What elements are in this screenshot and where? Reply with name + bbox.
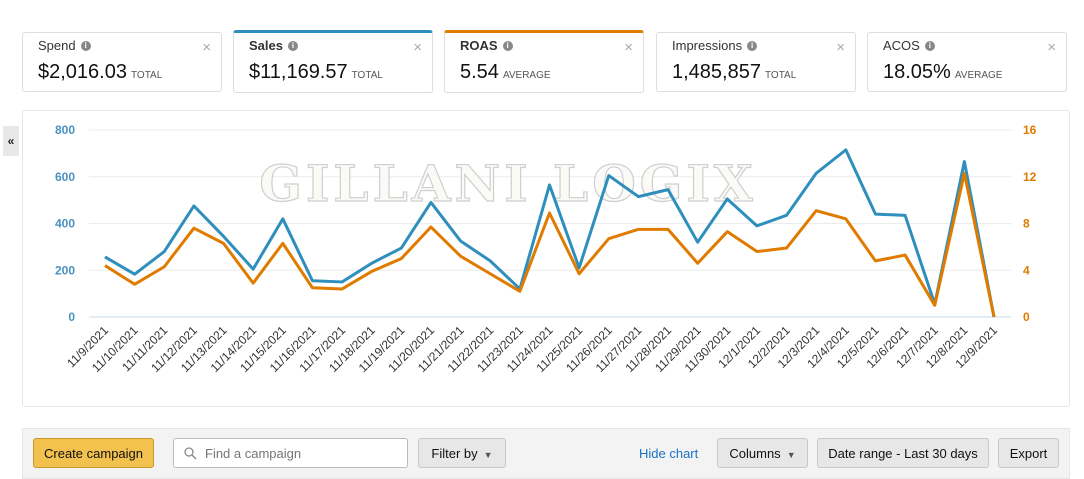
metric-value-row: $2,016.03 TOTAL — [38, 61, 221, 84]
series-line-roas — [104, 171, 996, 318]
info-icon[interactable]: i — [502, 40, 513, 51]
metric-value: 1,485,857 — [672, 61, 761, 83]
watermark: GILLANI LOGIX — [259, 154, 756, 213]
search-field[interactable] — [173, 438, 408, 468]
metric-unit: TOTAL — [351, 70, 383, 81]
info-icon[interactable]: i — [924, 40, 935, 51]
columns-button[interactable]: Columns ▼ — [717, 438, 808, 468]
performance-chart: 0 0 200 4 400 8 600 12 800 16 11/9/2021 11/10/2021 1… — [22, 110, 1070, 407]
chevron-down-icon: ▼ — [483, 450, 493, 460]
metric-label: Sales — [249, 38, 283, 53]
close-icon[interactable]: × — [1047, 39, 1056, 56]
metric-label: Impressions — [672, 38, 743, 53]
series-line-sales — [104, 148, 996, 318]
y-right-tick-label: 12 — [1023, 170, 1037, 184]
filter-by-button[interactable]: Filter by ▼ — [418, 438, 506, 468]
search-input[interactable] — [203, 444, 397, 462]
columns-label: Columns — [729, 446, 781, 461]
metric-value: $2,016.03 — [38, 61, 127, 83]
y-left-tick-label: 0 — [68, 310, 75, 324]
close-icon[interactable]: × — [413, 39, 422, 56]
search-icon — [184, 446, 197, 459]
metric-unit: TOTAL — [130, 70, 163, 81]
create-campaign-button[interactable]: Create campaign — [33, 438, 154, 468]
metric-label-row: ACOS i — [883, 38, 1066, 53]
metric-card-roas[interactable]: ROAS i × 5.54 AVERAGE — [444, 30, 644, 93]
collapse-sidebar-icon[interactable]: « — [3, 126, 19, 156]
metric-value-row: 18.05% AVERAGE — [883, 61, 1066, 84]
metric-value-row: $11,169.57 TOTAL — [249, 61, 432, 84]
y-left-tick-label: 200 — [55, 263, 75, 277]
metric-card-sales[interactable]: Sales i × $11,169.57 TOTAL — [233, 30, 433, 93]
metric-card-spend[interactable]: Spend i × $2,016.03 TOTAL — [22, 32, 222, 92]
y-left-tick-label: 400 — [55, 217, 75, 231]
y-right-tick-label: 4 — [1023, 263, 1030, 277]
metric-unit: AVERAGE — [954, 70, 1003, 81]
close-icon[interactable]: × — [624, 39, 633, 56]
y-right-tick-label: 8 — [1023, 217, 1030, 231]
metric-label-row: Sales i — [249, 38, 432, 53]
y-right-tick-label: 0 — [1023, 310, 1030, 324]
campaign-toolbar: Create campaign Filter by ▼ Hide chart Co… — [22, 428, 1070, 479]
metric-value: 18.05% — [883, 61, 951, 83]
close-icon[interactable]: × — [836, 39, 845, 56]
y-left-tick-label: 800 — [55, 123, 75, 137]
info-icon[interactable]: i — [747, 40, 758, 51]
metric-value: $11,169.57 — [249, 61, 348, 83]
y-right-tick-label: 16 — [1023, 123, 1037, 137]
metric-card-acos[interactable]: ACOS i × 18.05% AVERAGE — [867, 32, 1067, 92]
hide-chart-link[interactable]: Hide chart — [639, 446, 699, 461]
metric-label: ROAS — [460, 38, 498, 53]
metric-card-impressions[interactable]: Impressions i × 1,485,857 TOTAL — [656, 32, 856, 92]
date-range-button[interactable]: Date range - Last 30 days — [817, 438, 989, 468]
info-icon[interactable]: i — [80, 40, 91, 51]
export-button[interactable]: Export — [998, 438, 1059, 468]
metric-unit: AVERAGE — [502, 70, 551, 81]
metric-value-row: 5.54 AVERAGE — [460, 61, 643, 84]
info-icon[interactable]: i — [287, 40, 298, 51]
metric-unit: TOTAL — [764, 70, 797, 81]
y-left-tick-label: 600 — [55, 170, 75, 184]
metric-value: 5.54 — [460, 61, 499, 83]
metric-label-row: ROAS i — [460, 38, 643, 53]
filter-by-label: Filter by — [431, 446, 478, 461]
metric-label-row: Spend i — [38, 38, 221, 53]
chevron-down-icon: ▼ — [786, 450, 796, 460]
metric-label-row: Impressions i — [672, 38, 855, 53]
metric-label: Spend — [38, 38, 76, 53]
metric-value-row: 1,485,857 TOTAL — [672, 61, 855, 84]
close-icon[interactable]: × — [202, 39, 211, 56]
metric-label: ACOS — [883, 38, 920, 53]
